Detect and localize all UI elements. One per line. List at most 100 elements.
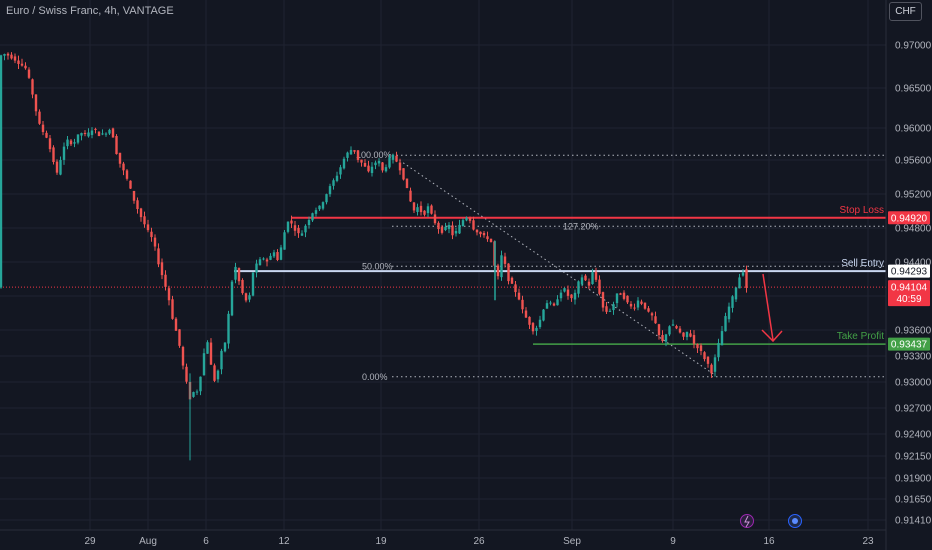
candle-body bbox=[146, 224, 150, 231]
candle-body bbox=[482, 233, 486, 236]
candle-body bbox=[304, 225, 307, 233]
candle-body bbox=[689, 333, 692, 337]
price-tick-label: 0.91650 bbox=[895, 495, 932, 506]
candle-body bbox=[115, 136, 118, 155]
candle-body bbox=[710, 364, 713, 374]
candle-body bbox=[59, 160, 62, 175]
candle-body bbox=[132, 190, 136, 201]
candle-body bbox=[150, 231, 153, 238]
candle-body bbox=[601, 292, 605, 308]
candle-body bbox=[272, 252, 276, 257]
candle-body bbox=[612, 304, 615, 311]
candle-body bbox=[346, 152, 349, 158]
candle-body bbox=[682, 332, 685, 337]
candle-body bbox=[48, 138, 52, 150]
candle-body bbox=[514, 284, 517, 293]
candle-body bbox=[10, 54, 13, 59]
candle-body bbox=[640, 301, 643, 304]
candle-body bbox=[167, 288, 171, 301]
candle-body bbox=[580, 277, 584, 285]
candle-body bbox=[451, 225, 454, 236]
candle-body bbox=[356, 150, 360, 160]
candle-body bbox=[444, 226, 447, 231]
candle-body bbox=[577, 281, 580, 294]
candle-body bbox=[591, 272, 594, 285]
candle-body bbox=[363, 163, 367, 167]
candle-body bbox=[374, 162, 377, 166]
candle-body bbox=[468, 217, 472, 221]
candle-body bbox=[381, 162, 384, 171]
candle-body bbox=[143, 216, 146, 225]
candle-body bbox=[521, 299, 524, 310]
candle-body bbox=[251, 272, 255, 296]
candle-body bbox=[3, 54, 6, 56]
candle-body bbox=[206, 342, 209, 354]
candle-body bbox=[311, 213, 314, 221]
candle-body bbox=[745, 269, 748, 288]
candle-body bbox=[300, 233, 304, 236]
candle-body bbox=[727, 306, 731, 320]
candle-body bbox=[339, 167, 342, 175]
candle-body bbox=[664, 334, 668, 342]
time-axis[interactable]: 29 Aug 6 12 19 26 Sep 9 16 23 bbox=[0, 529, 886, 547]
candle-body bbox=[734, 287, 738, 300]
candle-body bbox=[724, 316, 727, 332]
time-tick-label: 26 bbox=[473, 536, 485, 547]
candle-body bbox=[0, 55, 3, 288]
candle-body bbox=[318, 205, 321, 210]
candle-body bbox=[76, 134, 80, 143]
candle-body bbox=[34, 94, 38, 112]
take-profit-badge-bg bbox=[888, 337, 930, 351]
candle-body bbox=[293, 225, 297, 231]
candle-body bbox=[570, 294, 573, 299]
candle-body bbox=[545, 303, 549, 309]
candle-body bbox=[136, 200, 139, 209]
candle-body bbox=[367, 165, 370, 172]
candle-body bbox=[489, 238, 493, 242]
candle-body bbox=[122, 163, 125, 171]
candle-body bbox=[160, 262, 164, 276]
candle-body bbox=[605, 306, 608, 312]
candle-body bbox=[608, 310, 612, 312]
candle-body bbox=[279, 247, 283, 260]
price-tick-label: 0.94800 bbox=[895, 224, 932, 235]
candle-body bbox=[426, 206, 430, 214]
candle-body bbox=[314, 210, 318, 214]
candle-body bbox=[97, 131, 101, 137]
candle-body bbox=[517, 292, 521, 300]
chart-title: Euro / Swiss Franc, 4h, VANTAGE bbox=[6, 5, 174, 17]
candle-body bbox=[542, 309, 545, 321]
candle-body bbox=[325, 194, 328, 203]
candle-body bbox=[594, 271, 598, 280]
candle-body bbox=[440, 226, 444, 233]
candle-body bbox=[629, 303, 633, 307]
candle-body bbox=[6, 53, 10, 56]
candle-body bbox=[524, 310, 528, 318]
candle-body bbox=[258, 259, 262, 266]
currency-button[interactable]: CHF bbox=[889, 2, 922, 21]
price-tick-label: 0.92700 bbox=[895, 404, 932, 415]
candle-body bbox=[405, 178, 409, 189]
candle-body bbox=[741, 272, 745, 276]
candle-body bbox=[328, 186, 332, 195]
candle-body bbox=[38, 111, 41, 124]
candle-body bbox=[255, 263, 258, 273]
candle-body bbox=[717, 343, 720, 358]
candle-body bbox=[230, 281, 234, 316]
stop-loss-badge: 0.94920 bbox=[891, 213, 928, 224]
candle-body bbox=[125, 170, 129, 179]
candle-body bbox=[458, 224, 461, 234]
price-tick-label: 0.93300 bbox=[895, 352, 932, 363]
candle-body bbox=[62, 146, 66, 160]
candle-body bbox=[157, 248, 160, 265]
event-icons[interactable] bbox=[740, 514, 802, 528]
candle-body bbox=[69, 140, 73, 145]
candle-body bbox=[678, 328, 682, 333]
candle-body bbox=[650, 313, 654, 316]
countdown-label: 40:59 bbox=[896, 294, 921, 305]
candle-body bbox=[738, 277, 741, 289]
candle-body bbox=[80, 133, 83, 136]
candle-body bbox=[13, 56, 17, 61]
candle-body bbox=[178, 329, 181, 346]
